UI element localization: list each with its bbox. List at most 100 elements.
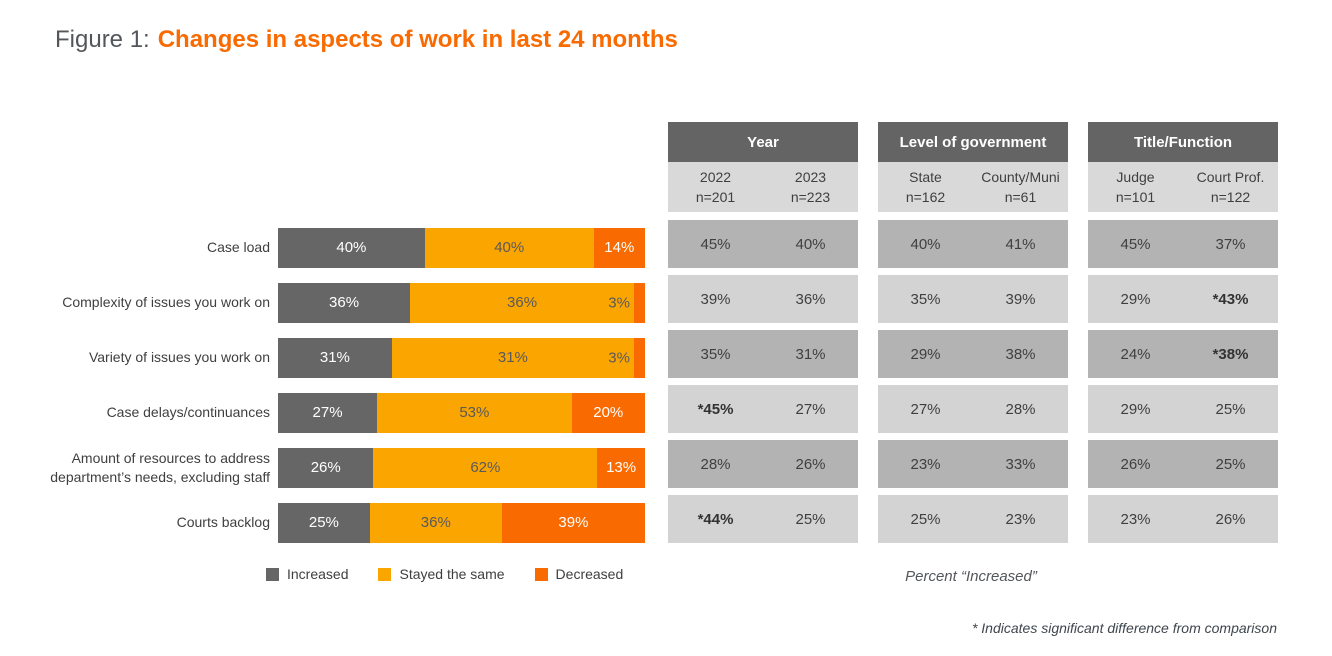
bar-segment-decreased: 20% [571, 392, 645, 433]
cell-value: 28% [1005, 400, 1036, 418]
cell-value: 28% [700, 455, 731, 473]
legend-label: Increased [287, 566, 349, 582]
table-cell: 39% [668, 275, 763, 323]
cell-value: 27% [795, 400, 826, 418]
table-row: 29% 25% [1088, 385, 1278, 433]
bar-value-decreased: 13% [606, 459, 637, 476]
bar-segment-increased: 31% [278, 337, 392, 378]
column-header: 2022 n=201 [668, 162, 763, 212]
table-cell: 26% [1183, 495, 1278, 543]
table-header: Year [668, 122, 858, 162]
table-cell: 40% [763, 220, 858, 268]
bar-segment-increased: 27% [278, 392, 378, 433]
table-cell: 38% [973, 330, 1068, 378]
bar-value-stayed-same: 53% [459, 404, 490, 421]
column-name: 2022 [699, 168, 732, 185]
table-cell: 29% [1088, 385, 1183, 433]
bar-value-decreased: 20% [593, 404, 624, 421]
table-cell: 33% [973, 440, 1068, 488]
cell-value: 25% [795, 510, 826, 528]
table-header: Level of government [878, 122, 1068, 162]
bar-segment-stayed-same: 40% [424, 227, 594, 268]
bar-value-stayed-same: 36% [507, 294, 538, 311]
bar-value-decreased: 3% [608, 294, 630, 311]
table-cell: 29% [878, 330, 973, 378]
table-cell: *44% [668, 495, 763, 543]
bar-segment-increased: 26% [278, 447, 374, 488]
chart-row: Variety of issues you work on 31% 31% 3% [40, 330, 645, 385]
bar-value-stayed-same: 40% [494, 239, 525, 256]
column-n: n=223 [790, 189, 831, 205]
table-subheader: 2022 n=201 2023 n=223 [668, 162, 858, 212]
table-row: 29% 38% [878, 330, 1068, 378]
cell-value: 39% [1005, 290, 1036, 308]
cell-value: 31% [795, 345, 826, 363]
bar-value-decreased: 14% [604, 239, 635, 256]
table-row: 45% 37% [1088, 220, 1278, 268]
legend: Increased Stayed the same Decreased [266, 566, 623, 582]
column-name: Court Prof. [1196, 168, 1265, 185]
cell-value: 38% [1005, 345, 1036, 363]
bar-segment-increased: 36% [278, 282, 411, 323]
chart-row: Case load 40% 40% 14% [40, 220, 645, 275]
table-row: 35% 39% [878, 275, 1068, 323]
cell-value: 23% [1005, 510, 1036, 528]
column-name: Judge [1116, 168, 1155, 185]
table-cell: 26% [763, 440, 858, 488]
column-header: Court Prof. n=122 [1183, 162, 1278, 212]
stayed-same-swatch-icon [378, 567, 392, 581]
cell-value: 25% [910, 510, 941, 528]
cell-value: 39% [700, 290, 731, 308]
cell-value: 45% [700, 235, 731, 253]
cell-value: 26% [795, 455, 826, 473]
column-header: County/Muni n=61 [973, 162, 1068, 212]
table-row: 29% *43% [1088, 275, 1278, 323]
stacked-bar: 40% 40% 14% [278, 227, 645, 268]
table-title-function: Title/Function Judge n=101 Court Prof. n… [1088, 122, 1278, 543]
stacked-bar: 26% 62% 13% [278, 447, 645, 488]
table-cell: 25% [878, 495, 973, 543]
legend-item-stayed-same: Stayed the same [378, 566, 505, 582]
bar-segment-decreased: 3% [608, 337, 645, 378]
cell-value: 27% [910, 400, 941, 418]
bar-value-increased: 31% [319, 349, 350, 366]
table-level-of-government: Level of government State n=162 County/M… [878, 122, 1068, 543]
cell-value: *44% [697, 510, 734, 528]
column-header: Judge n=101 [1088, 162, 1183, 212]
increased-swatch-icon [266, 567, 279, 581]
figure-title-text: Changes in aspects of work in last 24 mo… [157, 26, 678, 53]
stacked-bar: 25% 36% 39% [278, 502, 645, 543]
figure-number-label: Figure 1: [55, 26, 150, 53]
column-n: n=162 [905, 189, 946, 205]
table-cell: *38% [1183, 330, 1278, 378]
cell-value: 36% [795, 290, 826, 308]
cell-value: 24% [1120, 345, 1151, 363]
table-cell: 36% [763, 275, 858, 323]
figure-title: Figure 1: Changes in aspects of work in l… [55, 26, 678, 54]
cell-value: 35% [700, 345, 731, 363]
table-row: 23% 26% [1088, 495, 1278, 543]
table-cell: 31% [763, 330, 858, 378]
table-row: *45% 27% [668, 385, 858, 433]
bar-value-increased: 25% [308, 514, 339, 531]
table-subheader: State n=162 County/Muni n=61 [878, 162, 1068, 212]
category-label: Amount of resources to address departmen… [50, 450, 270, 485]
table-cell: 41% [973, 220, 1068, 268]
cell-value: 26% [1120, 455, 1151, 473]
table-row: 28% 26% [668, 440, 858, 488]
table-year: Year 2022 n=201 2023 n=223 45% 40% 39% 3… [668, 122, 858, 543]
cell-value: 41% [1005, 235, 1036, 253]
cell-value: *38% [1212, 345, 1249, 363]
cell-value: 40% [795, 235, 826, 253]
category-label: Complexity of issues you work on [62, 294, 270, 311]
table-cell: 25% [763, 495, 858, 543]
percent-increased-note: Percent “Increased” [905, 568, 1037, 585]
table-header: Title/Function [1088, 122, 1278, 162]
cell-value: 23% [910, 455, 941, 473]
cell-value: 40% [910, 235, 941, 253]
cell-value: 23% [1120, 510, 1151, 528]
bar-value-decreased: 39% [558, 514, 589, 531]
table-cell: 23% [973, 495, 1068, 543]
column-header: State n=162 [878, 162, 973, 212]
table-cell: 39% [973, 275, 1068, 323]
